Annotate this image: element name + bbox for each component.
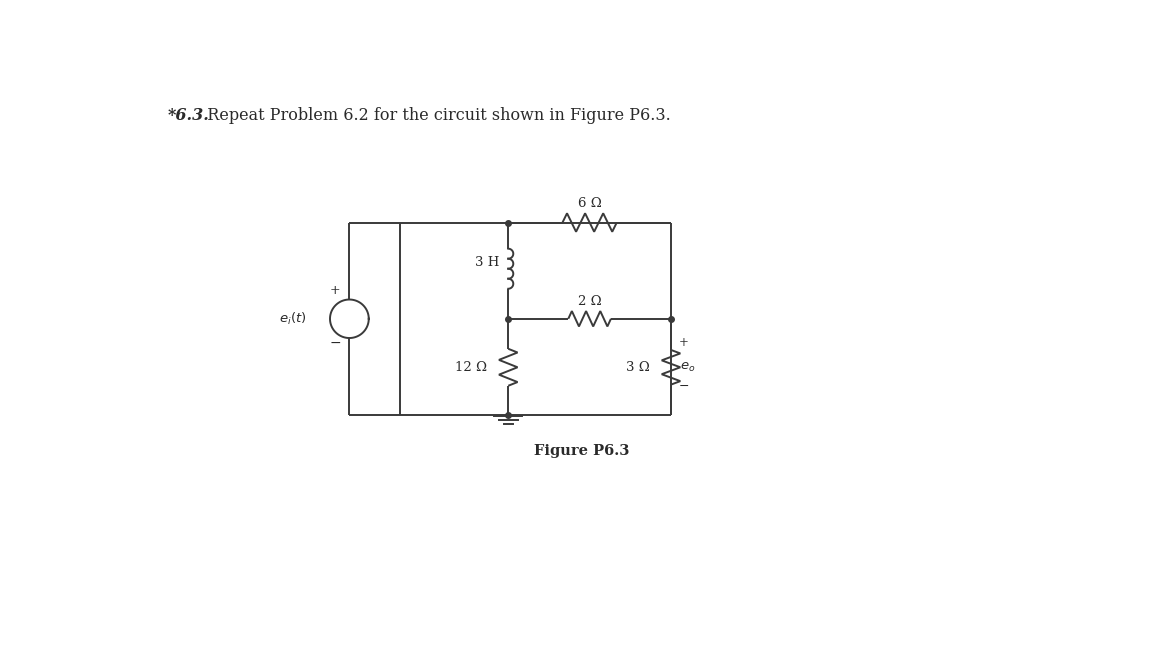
Text: $e_o$: $e_o$ (681, 361, 696, 374)
Text: Figure P6.3: Figure P6.3 (535, 445, 629, 458)
Text: 2 Ω: 2 Ω (578, 295, 601, 308)
Text: 3 H: 3 H (475, 256, 499, 269)
Text: +: + (331, 284, 341, 297)
Text: 6 Ω: 6 Ω (578, 197, 601, 210)
Text: +: + (679, 336, 689, 349)
Text: Repeat Problem 6.2 for the circuit shown in Figure P6.3.: Repeat Problem 6.2 for the circuit shown… (197, 107, 670, 124)
Text: $e_i(t)$: $e_i(t)$ (279, 311, 306, 327)
Text: −: − (679, 380, 689, 393)
Text: 12 Ω: 12 Ω (455, 361, 486, 374)
Text: 3 Ω: 3 Ω (626, 361, 650, 374)
Text: *6.3.: *6.3. (167, 107, 210, 124)
Text: −: − (329, 336, 341, 351)
